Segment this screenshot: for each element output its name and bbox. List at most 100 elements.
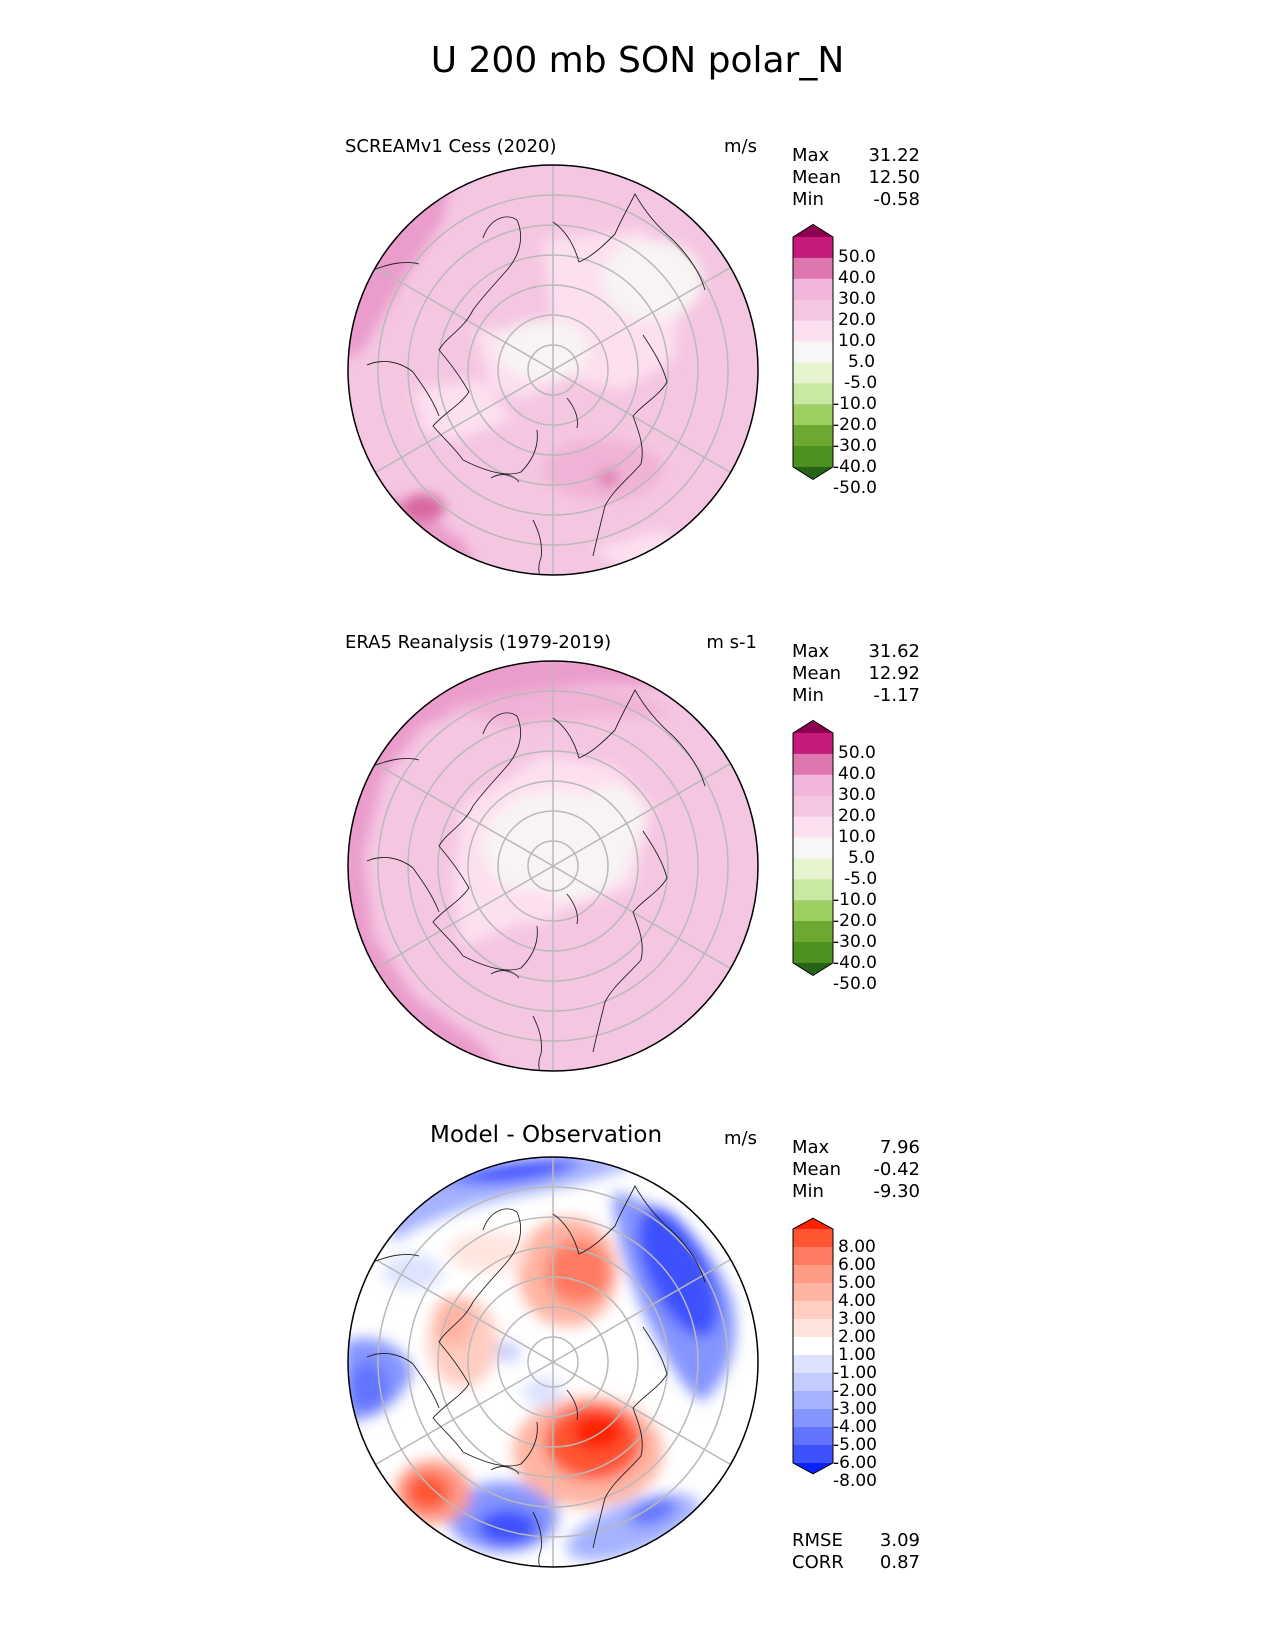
colorbar-swatch xyxy=(793,1337,833,1356)
stat-mean-label: Mean xyxy=(792,663,842,684)
cb1-tick-11: -50.0 xyxy=(833,478,877,498)
stat-min-value: -0.58 xyxy=(873,189,920,210)
colorbar-swatch xyxy=(793,1283,833,1302)
stat-corr-label: CORR xyxy=(792,1552,844,1573)
cb3-tick-6: 1.00 xyxy=(838,1345,876,1365)
stat-min-label: Min xyxy=(792,685,824,706)
colorbar-swatch xyxy=(793,362,833,384)
cb1-tick-9: -30.0 xyxy=(833,436,877,456)
colorbar-outline xyxy=(792,223,834,481)
colorbar-swatch xyxy=(793,858,833,880)
cb3-tick-3: 4.00 xyxy=(838,1291,876,1311)
panel-3-units: m/s xyxy=(724,1128,757,1149)
cb3-tick-12: -6.00 xyxy=(833,1453,877,1473)
panel-1-stats: Max 31.22 Mean 12.50 Min -0.58 xyxy=(792,145,920,211)
cb3-tick-0: 8.00 xyxy=(838,1237,876,1257)
stat-max-label: Max xyxy=(792,641,830,662)
stat-min-label: Min xyxy=(792,1181,824,1202)
colorbar-outline xyxy=(792,719,834,977)
colorbar-swatch xyxy=(793,1445,833,1464)
colorbar-1-ticks: 50.0 40.0 30.0 20.0 10.0 5.0 -5.0 -10.0 … xyxy=(833,247,877,498)
stat-mean-value: -0.42 xyxy=(873,1159,920,1180)
colorbar-swatch xyxy=(793,774,833,797)
colorbar-1: 50.0 40.0 30.0 20.0 10.0 5.0 -5.0 -10.0 … xyxy=(792,223,877,498)
cb2-tick-10: -40.0 xyxy=(833,953,877,973)
colorbar-2: 50.0 40.0 30.0 20.0 10.0 5.0 -5.0 -10.0 … xyxy=(792,719,877,994)
cb2-tick-11: -50.0 xyxy=(833,974,877,994)
cb3-tick-9: -3.00 xyxy=(833,1399,877,1419)
cb2-tick-7: -10.0 xyxy=(833,890,877,910)
colorbar-swatch xyxy=(793,837,833,859)
stat-mean-value: 12.50 xyxy=(868,167,920,188)
colorbar-swatch xyxy=(793,404,833,426)
panel-3-error-stats: RMSE 3.09 CORR 0.87 xyxy=(792,1530,920,1574)
colorbar-3-ticks: 8.00 6.00 5.00 4.00 3.00 2.00 1.00 -1.00… xyxy=(833,1237,877,1491)
coastlines-1 xyxy=(366,193,706,575)
panel-3-stats: Max 7.96 Mean -0.42 Min -9.30 xyxy=(792,1137,920,1203)
coastlines-2 xyxy=(366,689,706,1071)
cb1-tick-8: -20.0 xyxy=(833,415,877,435)
cb2-tick-4: 10.0 xyxy=(838,827,876,847)
stat-min-value: -1.17 xyxy=(873,685,920,706)
colorbar-outline xyxy=(792,1217,834,1475)
cb3-tick-11: -5.00 xyxy=(833,1435,877,1455)
colorbar-swatch xyxy=(793,816,833,838)
cb3-tick-10: -4.00 xyxy=(833,1417,877,1437)
cb3-tick-8: -2.00 xyxy=(833,1381,877,1401)
colorbar-swatch xyxy=(793,1427,833,1446)
colorbar-swatch xyxy=(793,1355,833,1374)
cb2-tick-5: 5.0 xyxy=(848,848,875,868)
stat-rmse-label: RMSE xyxy=(792,1530,843,1551)
panel-2-stats: Max 31.62 Mean 12.92 Min -1.17 xyxy=(792,641,920,707)
colorbar-swatch xyxy=(793,237,833,259)
stat-mean-label: Mean xyxy=(792,167,842,188)
stat-max-value: 7.96 xyxy=(879,1137,920,1158)
colorbar-swatch xyxy=(793,921,833,943)
colorbar-swatch xyxy=(793,879,833,901)
stat-max-label: Max xyxy=(792,145,830,166)
cb1-tick-0: 50.0 xyxy=(838,247,876,267)
colorbar-swatch xyxy=(793,341,833,363)
cb2-tick-8: -20.0 xyxy=(833,911,877,931)
colorbar-swatch xyxy=(793,278,833,301)
cb3-tick-1: 6.00 xyxy=(838,1255,876,1275)
cb1-tick-10: -40.0 xyxy=(833,457,877,477)
colorbar-1-swatches xyxy=(792,223,834,481)
stat-corr-value: 0.87 xyxy=(879,1552,920,1573)
figure-title: U 200 mb SON polar_N xyxy=(430,40,845,81)
cb1-tick-2: 30.0 xyxy=(838,289,876,309)
colorbar-swatch xyxy=(793,1247,833,1266)
colorbar-extend-min xyxy=(793,1463,833,1474)
panel-1-units: m/s xyxy=(724,136,757,157)
cb2-tick-0: 50.0 xyxy=(838,743,876,763)
colorbar-3-swatches xyxy=(792,1217,834,1475)
colorbar-swatch xyxy=(793,1391,833,1410)
cb1-tick-1: 40.0 xyxy=(838,268,876,288)
cb2-tick-1: 40.0 xyxy=(838,764,876,784)
cb1-tick-6: -5.0 xyxy=(844,373,877,393)
colorbar-swatch xyxy=(793,1301,833,1320)
colorbar-swatch xyxy=(793,733,833,755)
stat-mean-value: 12.92 xyxy=(868,663,920,684)
colorbar-extend-max xyxy=(793,224,833,237)
cb1-tick-3: 20.0 xyxy=(838,310,876,330)
colorbar-swatch xyxy=(793,320,833,342)
cb2-tick-2: 30.0 xyxy=(838,785,876,805)
panel-2-units: m s-1 xyxy=(706,632,757,653)
colorbar-swatch xyxy=(793,383,833,405)
colorbar-extend-max xyxy=(793,1218,833,1229)
colorbar-swatch xyxy=(793,942,833,964)
colorbar-swatch xyxy=(793,299,833,322)
colorbar-swatch xyxy=(793,425,833,447)
colorbar-2-ticks: 50.0 40.0 30.0 20.0 10.0 5.0 -5.0 -10.0 … xyxy=(833,743,877,994)
colorbar-extend-min xyxy=(793,962,833,976)
stat-mean-label: Mean xyxy=(792,1159,842,1180)
cb3-tick-2: 5.00 xyxy=(838,1273,876,1293)
colorbar-swatch xyxy=(793,900,833,922)
colorbar-3: 8.00 6.00 5.00 4.00 3.00 2.00 1.00 -1.00… xyxy=(792,1217,877,1491)
stat-rmse-value: 3.09 xyxy=(879,1530,920,1551)
colorbar-swatch xyxy=(793,1373,833,1392)
cb3-tick-4: 3.00 xyxy=(838,1309,876,1329)
colorbar-swatch xyxy=(793,1409,833,1428)
polar-map-2 xyxy=(347,660,759,1072)
